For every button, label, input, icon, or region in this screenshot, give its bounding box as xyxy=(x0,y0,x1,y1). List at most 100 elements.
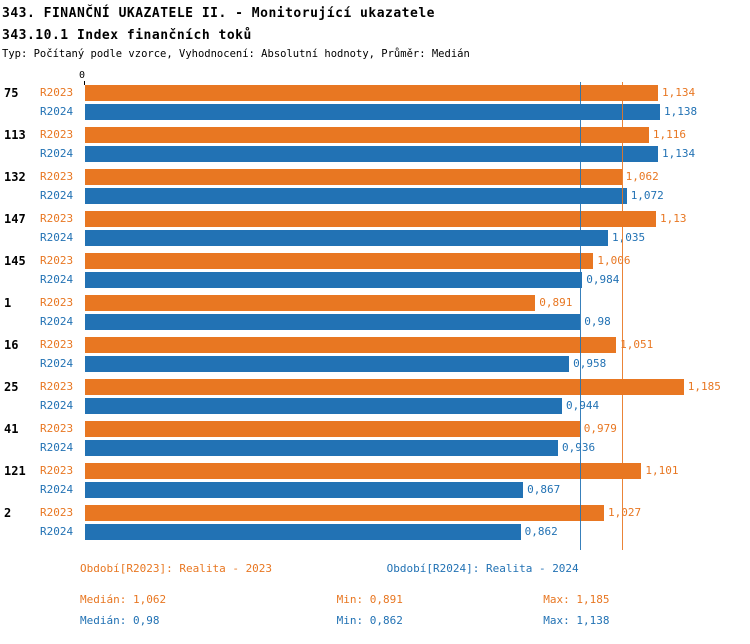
value-label: 1,062 xyxy=(625,170,659,183)
stat-median-r2023: Medián: 1,062 xyxy=(80,593,167,606)
category-label: 145 xyxy=(4,253,26,268)
bar-area: 1,101 xyxy=(85,462,750,479)
bar-area: 1,185 xyxy=(85,378,750,395)
bar-area: 1,027 xyxy=(85,504,750,521)
series-label: R2024 xyxy=(40,483,74,496)
axis-origin-label: 0 xyxy=(79,70,86,81)
bar-area: 1,072 xyxy=(85,187,750,204)
bar-row: R2024 0,862 xyxy=(0,523,750,540)
bar-area: 0,979 xyxy=(85,420,750,437)
series-label: R2024 xyxy=(40,357,74,370)
series-label: R2023 xyxy=(40,86,74,99)
chart-subtitle: 343.10.1 Index finančních toků xyxy=(2,28,252,43)
bar xyxy=(85,313,581,330)
bar-area: 0,862 xyxy=(85,523,750,540)
bar-area: 0,867 xyxy=(85,481,750,498)
category-label: 75 xyxy=(4,85,19,100)
bar-area: 1,035 xyxy=(85,229,750,246)
bar-row: R2024 0,984 xyxy=(0,271,750,288)
legend-r2024: Období[R2024]: Realita - 2024 xyxy=(386,562,579,575)
bar xyxy=(85,271,583,288)
value-label: 1,134 xyxy=(662,147,696,160)
series-label: R2024 xyxy=(40,105,74,118)
bar-row: 2 R2023 1,027 xyxy=(0,504,750,521)
value-label: 0,984 xyxy=(586,273,620,286)
series-label: R2024 xyxy=(40,147,74,160)
value-label: 0,936 xyxy=(561,441,596,454)
bar xyxy=(85,523,521,540)
bar xyxy=(85,481,524,498)
series-label: R2023 xyxy=(40,422,74,435)
value-label: 0,979 xyxy=(583,422,617,435)
bar xyxy=(85,397,563,414)
bar xyxy=(85,462,642,479)
legend-r2023: Období[R2023]: Realita - 2023 xyxy=(80,562,273,575)
bar-row: 145 R2023 1,006 xyxy=(0,252,750,269)
bar-group: 145 R2023 1,006 R2024 0,984 xyxy=(0,252,750,288)
bar-chart: 0 75 R2023 1,134 R2024 1,138 113 R2023 1,116 R20… xyxy=(0,70,750,550)
category-label: 113 xyxy=(4,127,26,142)
legend: Období[R2023]: Realita - 2023 Období[R20… xyxy=(0,562,750,575)
value-label: 0,944 xyxy=(566,399,600,412)
bar-group: 147 R2023 1,13 R2024 1,035 xyxy=(0,210,750,246)
bar-row: R2024 0,958 xyxy=(0,355,750,372)
bar-row: R2024 1,072 xyxy=(0,187,750,204)
category-label: 16 xyxy=(4,337,19,352)
category-label: 1 xyxy=(4,295,12,310)
series-label: R2023 xyxy=(40,506,74,519)
bar-group: 41 R2023 0,979 R2024 0,936 xyxy=(0,420,750,456)
series-label: R2023 xyxy=(40,212,74,225)
bar-area: 1,006 xyxy=(85,252,750,269)
bar xyxy=(85,420,580,437)
median-line xyxy=(621,82,623,550)
value-label: 1,027 xyxy=(607,506,642,519)
bar-row: R2024 1,035 xyxy=(0,229,750,246)
bar-area: 1,138 xyxy=(85,103,750,120)
bar-row: 16 R2023 1,051 xyxy=(0,336,750,353)
bar-row: R2024 0,98 xyxy=(0,313,750,330)
bar-row: 41 R2023 0,979 xyxy=(0,420,750,437)
stats-panel: Medián: 1,062 Min: 0,891 Max: 1,185 Medi… xyxy=(0,593,750,627)
value-label: 1,101 xyxy=(645,464,679,477)
category-label: 2 xyxy=(4,505,12,520)
value-label: 1,072 xyxy=(630,189,664,202)
value-label: 0,867 xyxy=(527,483,561,496)
median-line xyxy=(580,82,582,550)
bar-row: 113 R2023 1,116 xyxy=(0,126,750,143)
bar-group: 132 R2023 1,062 R2024 1,072 xyxy=(0,168,750,204)
bar xyxy=(85,168,622,185)
bar-area: 1,134 xyxy=(85,84,750,101)
bar-row: R2024 0,944 xyxy=(0,397,750,414)
page-title: 343. FINANČNÍ UKAZATELE II. - Monitorují… xyxy=(2,6,435,21)
bar xyxy=(85,355,570,372)
series-label: R2024 xyxy=(40,441,74,454)
bar-group: 121 R2023 1,101 R2024 0,867 xyxy=(0,462,750,498)
value-label: 1,13 xyxy=(660,212,687,225)
stats-row-r2023: Medián: 1,062 Min: 0,891 Max: 1,185 xyxy=(80,593,750,606)
bar-group: 1 R2023 0,891 R2024 0,98 xyxy=(0,294,750,330)
value-label: 0,862 xyxy=(524,525,558,538)
bar xyxy=(85,84,659,101)
bar-area: 0,98 xyxy=(85,313,750,330)
value-label: 1,051 xyxy=(620,338,654,351)
value-label: 1,138 xyxy=(664,105,698,118)
bar-group: 113 R2023 1,116 R2024 1,134 xyxy=(0,126,750,162)
bar xyxy=(85,210,656,227)
bar xyxy=(85,103,661,120)
category-label: 132 xyxy=(4,169,26,184)
series-label: R2023 xyxy=(40,380,74,393)
bar-row: R2024 0,936 xyxy=(0,439,750,456)
bar-row: R2024 1,138 xyxy=(0,103,750,120)
bar xyxy=(85,145,659,162)
series-label: R2023 xyxy=(40,254,74,267)
value-label: 0,98 xyxy=(584,315,611,328)
series-label: R2024 xyxy=(40,231,74,244)
category-label: 41 xyxy=(4,421,19,436)
series-label: R2023 xyxy=(40,296,74,309)
bar xyxy=(85,504,604,521)
bar xyxy=(85,252,594,269)
bar-area: 1,134 xyxy=(85,145,750,162)
bar-row: R2024 0,867 xyxy=(0,481,750,498)
bar-group: 2 R2023 1,027 R2024 0,862 xyxy=(0,504,750,540)
bar xyxy=(85,294,536,311)
